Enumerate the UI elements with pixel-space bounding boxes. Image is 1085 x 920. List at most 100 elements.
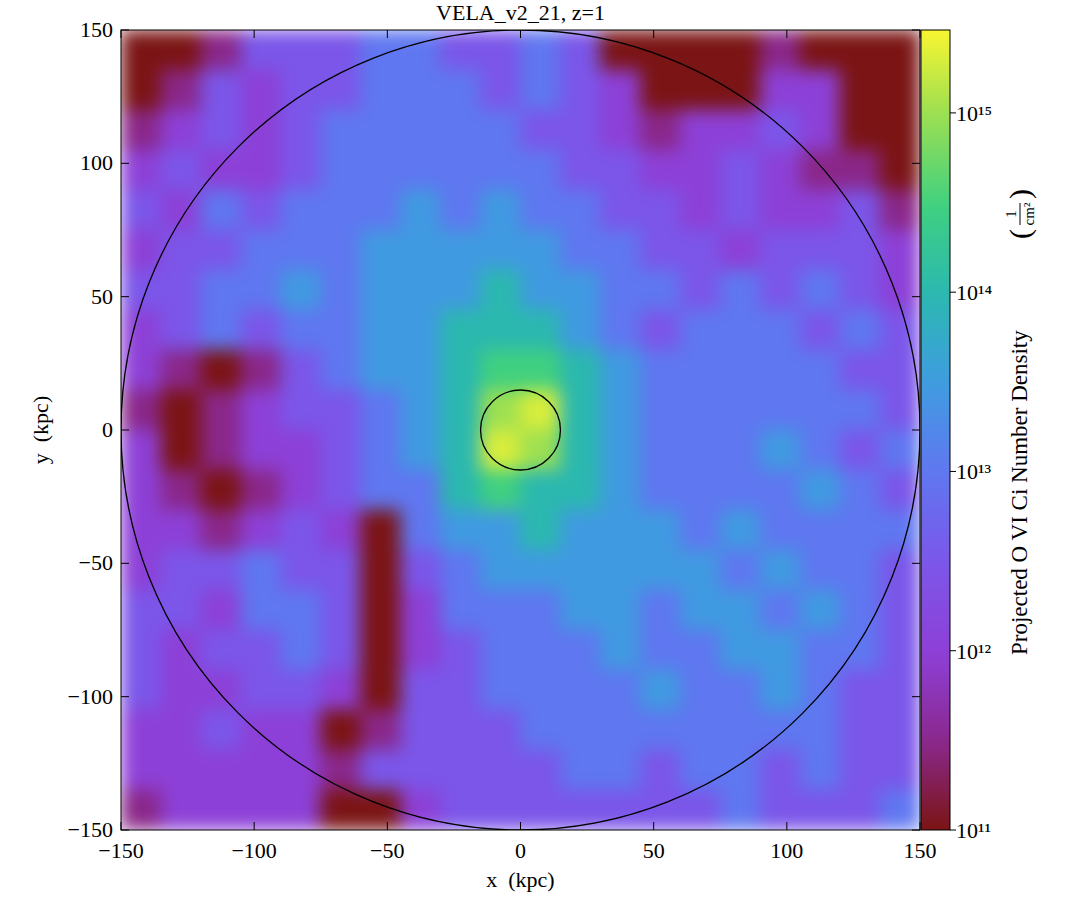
heatmap-cell [241, 30, 282, 70]
heatmap-cell [320, 790, 361, 830]
heatmap-cell [440, 110, 481, 151]
heatmap-cell [480, 70, 521, 111]
heatmap-cell [600, 510, 641, 551]
heatmap-cell [281, 390, 322, 431]
heatmap-cell [880, 750, 920, 791]
heatmap-cell [720, 510, 761, 551]
heatmap-cell [161, 510, 202, 551]
heatmap-cell [281, 790, 322, 830]
heatmap-cell [161, 750, 202, 791]
heatmap-cell [680, 70, 721, 111]
heatmap-cell [720, 390, 761, 431]
heatmap-cell [400, 630, 441, 671]
heatmap-cell [880, 590, 920, 631]
heatmap-cell [640, 390, 681, 431]
heatmap-cell [760, 310, 801, 351]
heatmap-cell [440, 30, 481, 70]
y-tick [121, 563, 129, 564]
heatmap-cell [640, 270, 681, 311]
heatmap-cell [880, 70, 920, 111]
heatmap-cell [400, 110, 441, 151]
heatmap-cell [241, 790, 282, 830]
heatmap-cell [600, 150, 641, 191]
heatmap-cell [720, 430, 761, 471]
heatmap-cell [121, 190, 161, 231]
y-tick-label: −100 [68, 684, 113, 709]
x-tick [387, 822, 388, 830]
heatmap-cell [760, 150, 801, 191]
heatmap-cell [281, 150, 322, 191]
x-axis-label: x (kpc) [486, 867, 554, 892]
heatmap-cell [201, 550, 242, 591]
heatmap-cell [360, 470, 401, 511]
heatmap-cell [880, 350, 920, 391]
heatmap-cell [720, 30, 761, 70]
heatmap-cell [440, 710, 481, 751]
heatmap-cell [320, 710, 361, 751]
heatmap-cell [640, 150, 681, 191]
heatmap-cell [281, 190, 322, 231]
heatmap-cell [241, 510, 282, 551]
heatmap-cell [680, 590, 721, 631]
x-tick [254, 822, 255, 830]
heatmap-cell [600, 190, 641, 231]
heatmap-cell [720, 150, 761, 191]
y-tick-right [912, 830, 920, 831]
x-tick [920, 822, 921, 830]
heatmap-cell [360, 150, 401, 191]
heatmap-cell [840, 390, 881, 431]
x-tick-top [387, 30, 388, 38]
heatmap-cell [600, 350, 641, 391]
heatmap-cell [320, 70, 361, 111]
heatmap-cell [720, 750, 761, 791]
heatmap-cell [241, 190, 282, 231]
heatmap-cell [281, 710, 322, 751]
heatmap-cell [680, 310, 721, 351]
heatmap-cell [600, 30, 641, 70]
heatmap-cell [480, 190, 521, 231]
heatmap-cell [800, 270, 841, 311]
heatmap-cell [520, 110, 561, 151]
heatmap-cell [760, 470, 801, 511]
heatmap-cell [241, 310, 282, 351]
heatmap-cell [840, 110, 881, 151]
unit-paren: ( [1003, 229, 1037, 239]
radius-circle [121, 30, 920, 830]
heatmap-cell [480, 110, 521, 151]
heatmap-cell [800, 230, 841, 271]
heatmap-cell [121, 790, 161, 830]
heatmap-cell [360, 310, 401, 351]
heatmap-cell [880, 230, 920, 271]
heatmap-cell [520, 30, 561, 70]
heatmap-cell [680, 270, 721, 311]
heatmap-cell [840, 750, 881, 791]
heatmap-cell [680, 430, 721, 471]
heatmap-cell [560, 790, 601, 830]
heatmap-cell [320, 310, 361, 351]
heatmap-cell [320, 150, 361, 191]
chart: −150−100−50050100150−150−100−50050100150… [0, 0, 1085, 920]
heatmap-cell [320, 110, 361, 151]
heatmap-cell [281, 630, 322, 671]
heatmap-cell [680, 670, 721, 711]
heatmap-cell [121, 230, 161, 271]
heatmap-cell [600, 470, 641, 511]
heatmap-cell [840, 510, 881, 551]
heatmap-cell [520, 470, 561, 511]
heatmap-cell [201, 270, 242, 311]
x-tick-top [254, 30, 255, 38]
x-tick-label: −50 [370, 838, 404, 863]
heatmap-cell [800, 750, 841, 791]
heatmap-cell [281, 230, 322, 271]
colorbar-tick-label: 10¹³ [956, 459, 992, 484]
x-tick [520, 822, 521, 830]
heatmap-cell [241, 470, 282, 511]
heatmap-cell [201, 350, 242, 391]
heatmap-cell [360, 110, 401, 151]
heatmap-cell [520, 310, 561, 351]
heatmap-cell [800, 790, 841, 830]
heatmap-cell [360, 710, 401, 751]
heatmap-cell [720, 230, 761, 271]
heatmap-cell [440, 150, 481, 191]
y-tick-label: −50 [79, 550, 113, 575]
